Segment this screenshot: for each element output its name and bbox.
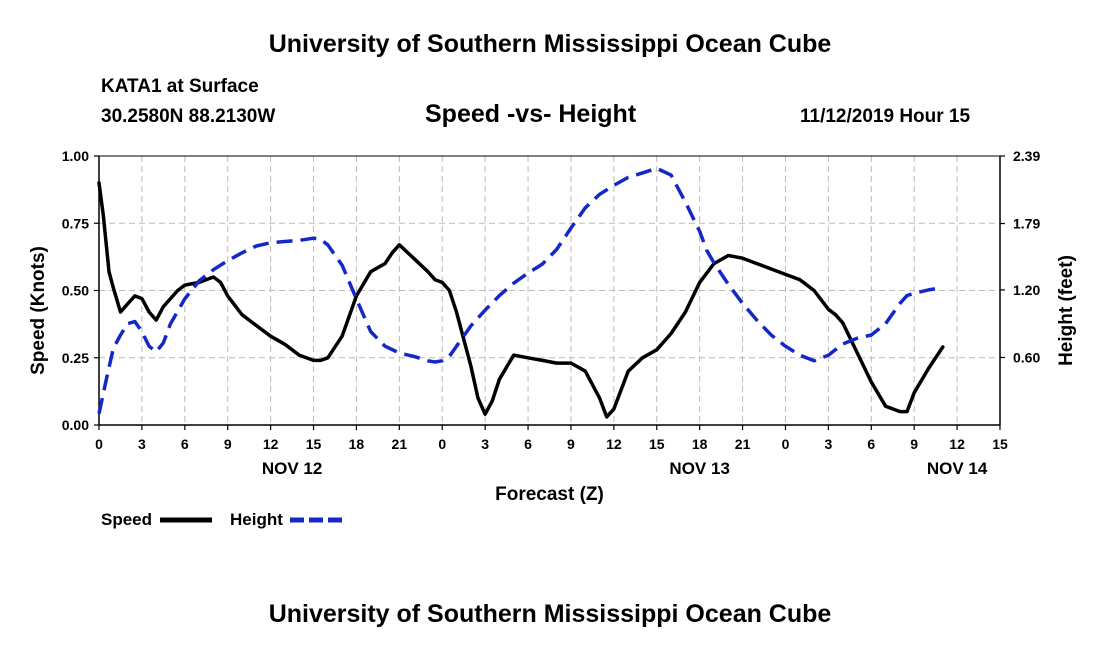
x-tick-label: 21 bbox=[392, 436, 408, 452]
y-left-axis-title: Speed (Knots) bbox=[28, 246, 49, 375]
y-left-tick-label: 0.50 bbox=[62, 283, 89, 299]
x-tick-label: 15 bbox=[306, 436, 322, 452]
height-series-line bbox=[97, 166, 944, 415]
x-tick-label: 9 bbox=[224, 436, 232, 452]
speed-series-line bbox=[97, 181, 945, 419]
x-axis-title: Forecast (Z) bbox=[495, 484, 604, 505]
x-tick-label: 6 bbox=[867, 436, 875, 452]
x-tick-label: 0 bbox=[782, 436, 790, 452]
x-tick-label: 0 bbox=[438, 436, 446, 452]
y-left-tick-label: 0.25 bbox=[62, 350, 89, 366]
date-label: NOV 12 bbox=[262, 459, 322, 478]
y-right-tick-label: 1.20 bbox=[1013, 282, 1040, 298]
y-right-axis-title: Height (feet) bbox=[1056, 255, 1077, 366]
x-tick-label: 6 bbox=[524, 436, 532, 452]
x-tick-label: 3 bbox=[824, 436, 832, 452]
forecast-datetime: 11/12/2019 Hour 15 bbox=[800, 106, 971, 127]
y-right-tick-label: 0.60 bbox=[1013, 349, 1040, 365]
x-tick-label: 3 bbox=[138, 436, 146, 452]
y-right-tick-label: 2.39 bbox=[1013, 148, 1040, 164]
y-right-tick-label: 1.79 bbox=[1013, 216, 1040, 232]
x-tick-label: 15 bbox=[649, 436, 665, 452]
x-tick-label: 12 bbox=[949, 436, 965, 452]
station-coordinates: 30.2580N 88.2130W bbox=[101, 106, 276, 127]
date-label: NOV 14 bbox=[927, 459, 988, 478]
date-label: NOV 13 bbox=[669, 459, 729, 478]
legend-speed-label: Speed bbox=[101, 510, 152, 529]
x-tick-label: 15 bbox=[992, 436, 1008, 452]
x-tick-label: 6 bbox=[181, 436, 189, 452]
chart-subtitle: Speed -vs- Height bbox=[425, 100, 637, 128]
legend-height-label: Height bbox=[230, 510, 283, 529]
y-left-tick-label: 0.00 bbox=[62, 417, 89, 433]
y-left-tick-label: 1.00 bbox=[62, 148, 89, 164]
x-tick-label: 18 bbox=[349, 436, 365, 452]
station-label: KATA1 at Surface bbox=[101, 76, 259, 97]
x-tick-label: 0 bbox=[95, 436, 103, 452]
x-tick-label: 18 bbox=[692, 436, 708, 452]
x-tick-label: 12 bbox=[606, 436, 622, 452]
x-tick-label: 3 bbox=[481, 436, 489, 452]
x-tick-label: 9 bbox=[910, 436, 918, 452]
x-tick-label: 21 bbox=[735, 436, 751, 452]
y-left-tick-label: 0.75 bbox=[62, 215, 89, 231]
footer-title: University of Southern Mississippi Ocean… bbox=[268, 600, 832, 628]
chart-title: University of Southern Mississippi Ocean… bbox=[268, 30, 832, 58]
x-tick-label: 9 bbox=[567, 436, 575, 452]
x-tick-label: 12 bbox=[263, 436, 279, 452]
